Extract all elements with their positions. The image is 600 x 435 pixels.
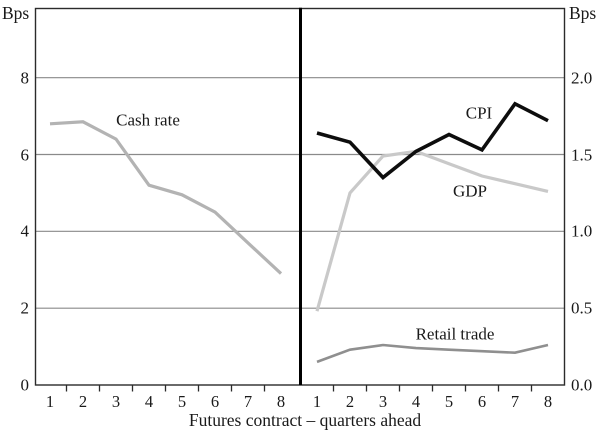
x-axis-title: Futures contract – quarters ahead — [188, 410, 422, 430]
x-tick-label: 1 — [45, 392, 55, 411]
right-y-tick-label: 2.0 — [571, 68, 593, 88]
x-tick-label: 3 — [111, 392, 121, 411]
series-label-retail-trade: Retail trade — [415, 324, 495, 344]
right-y-tick-label: 1.5 — [571, 145, 593, 165]
series-line-cpi — [316, 101, 549, 180]
x-tick-label: 7 — [243, 392, 253, 411]
x-tick-label: 8 — [543, 392, 553, 411]
x-tick-label: 5 — [444, 392, 454, 411]
left-panel-x-axis-labels: 1 2 3 4 5 6 7 8 — [34, 393, 298, 411]
x-tick-label: 3 — [378, 392, 388, 411]
right-y-tick-label: 0.0 — [571, 375, 593, 395]
x-tick-label: 2 — [345, 392, 355, 411]
left-y-tick-label: 8 — [20, 68, 30, 88]
x-tick-label: 6 — [210, 392, 220, 411]
x-tick-label: 4 — [411, 392, 421, 411]
x-tick-label: 2 — [78, 392, 88, 411]
right-axis-unit-label: Bps — [569, 3, 597, 23]
right-y-tick-label: 0.5 — [571, 298, 593, 318]
x-tick-label: 4 — [144, 392, 154, 411]
series-line-retail-trade — [316, 343, 549, 364]
left-y-tick-label: 2 — [20, 298, 30, 318]
x-tick-label: 7 — [510, 392, 520, 411]
x-tick-label: 5 — [177, 392, 187, 411]
x-tick-label: 1 — [312, 392, 322, 411]
series-label-gdp: GDP — [452, 181, 488, 201]
series-label-cpi: CPI — [465, 103, 493, 123]
series-label-cash-rate: Cash rate — [116, 110, 180, 130]
left-y-tick-label: 4 — [20, 221, 30, 241]
x-tick-label: 8 — [276, 392, 286, 411]
left-axis-unit-label: Bps — [2, 3, 30, 23]
left-y-tick-label: 0 — [20, 375, 30, 395]
series-line-cash-rate — [49, 120, 283, 275]
left-y-tick-label: 6 — [20, 145, 30, 165]
x-tick-label: 6 — [477, 392, 487, 411]
right-panel-x-axis-labels: 1 2 3 4 5 6 7 8 — [301, 393, 565, 411]
series-line-gdp — [315, 149, 549, 312]
right-y-tick-label: 1.0 — [571, 221, 593, 241]
